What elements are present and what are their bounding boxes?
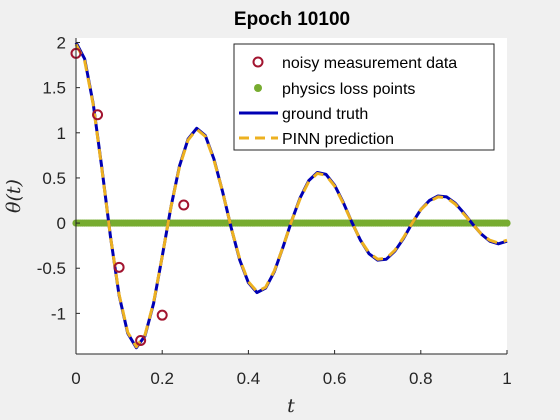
x-tick-label: 0.8 (409, 369, 433, 388)
noisy-measurement-point (113, 261, 125, 273)
y-tick-label: 1.5 (42, 79, 66, 98)
x-tick-label: 0.6 (323, 369, 347, 388)
legend-marker-noisy-measurement-data (252, 56, 264, 68)
y-tick-label: -1 (51, 304, 66, 323)
legend: noisy measurement data physics loss poin… (233, 43, 495, 151)
legend-box (233, 43, 495, 151)
y-tick-label: 2 (57, 34, 66, 53)
x-tick-label: 0 (71, 369, 80, 388)
pinn-prediction-line (74, 43, 508, 349)
y-tick-label: 0 (57, 214, 66, 233)
noisy-measurement-point (156, 309, 168, 321)
x-tick-label: 0.4 (237, 369, 261, 388)
legend-label-pinn-prediction: PINN prediction (282, 131, 394, 148)
axes-layer: 0 0.2 0.4 0.6 0.8 1 -1 -0.5 0 0.5 1 1.5 2 (37, 34, 512, 388)
physics-loss-point (503, 219, 511, 227)
y-axis-title: θ(t) (3, 179, 25, 213)
noisy-measurement-point (135, 334, 147, 346)
legend-label-physics-loss-points: physics loss points (282, 81, 415, 98)
noisy-measurement-point (178, 199, 190, 211)
x-tick-label: 0.2 (150, 369, 174, 388)
chart-title: Epoch 10100 (234, 9, 350, 30)
legend-label-ground-truth: ground truth (282, 106, 368, 123)
x-tick-label: 1 (502, 369, 511, 388)
y-tick-label: 1 (57, 124, 66, 143)
legend-marker-physics-loss-points (254, 84, 262, 92)
y-tick-label: -0.5 (37, 259, 66, 278)
noisy-measurement-point (92, 109, 104, 121)
legend-label-noisy-measurement-data: noisy measurement data (282, 55, 457, 72)
y-tick-label: 0.5 (42, 169, 66, 188)
x-axis-title: t (287, 395, 295, 417)
data-layer (70, 41, 511, 350)
